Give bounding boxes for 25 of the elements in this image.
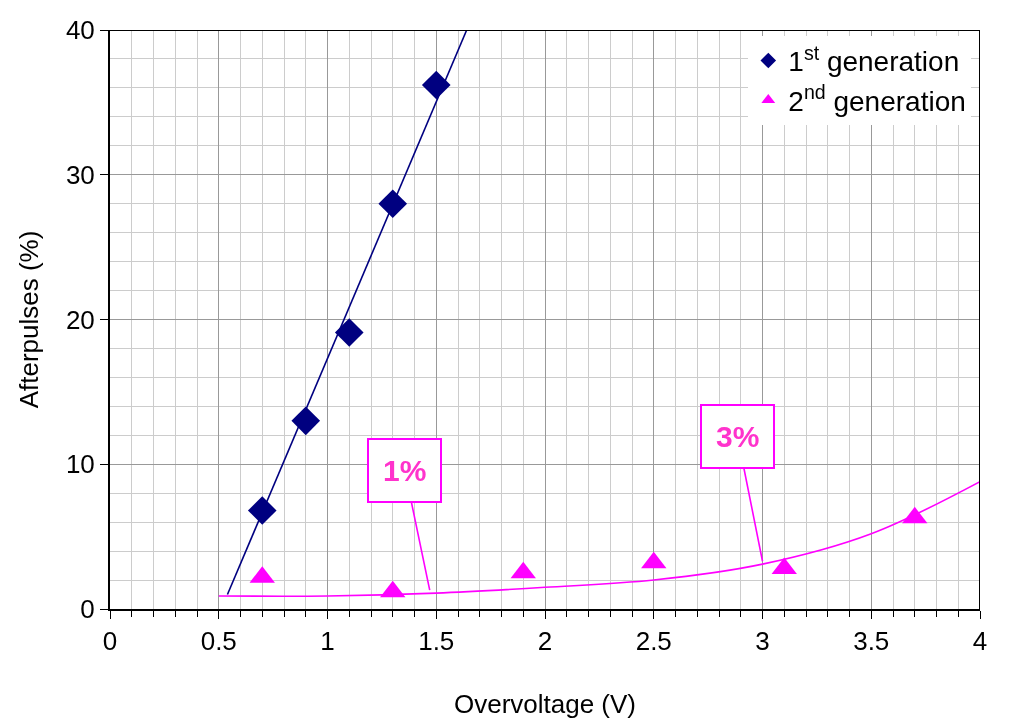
y-tick-label: 40 <box>65 15 95 46</box>
x-tick-label: 1 <box>320 626 335 657</box>
legend-label: 2$^{nd}$ generation <box>788 81 966 117</box>
y-tick-label: 30 <box>65 159 95 190</box>
x-tick-label: 0.5 <box>200 626 237 657</box>
annotation: 1% <box>383 454 427 487</box>
x-tick-label: 0 <box>102 626 118 657</box>
x-tick-label: 3 <box>755 626 770 657</box>
y-axis-title: Afterpulses (%) <box>13 230 44 409</box>
point <box>421 70 451 100</box>
y-tick-label: 0 <box>80 594 95 625</box>
x-tick-label: 2.5 <box>635 626 672 657</box>
point <box>334 318 364 347</box>
point <box>378 189 408 218</box>
y-tick-label: 20 <box>65 304 95 335</box>
x-tick-label: 4 <box>972 626 988 657</box>
x-tick-label: 3.5 <box>853 626 890 657</box>
line-series <box>217 480 980 598</box>
point <box>291 406 321 436</box>
x-tick-label: 1.5 <box>418 626 455 657</box>
x-tick-label: 2 <box>537 626 553 657</box>
legend-label: 1$^{st}$ generation <box>788 41 960 78</box>
x-axis-title: Overvoltage (V) <box>453 689 637 720</box>
annotation: 3% <box>716 420 760 453</box>
y-tick-label: 10 <box>65 449 95 480</box>
